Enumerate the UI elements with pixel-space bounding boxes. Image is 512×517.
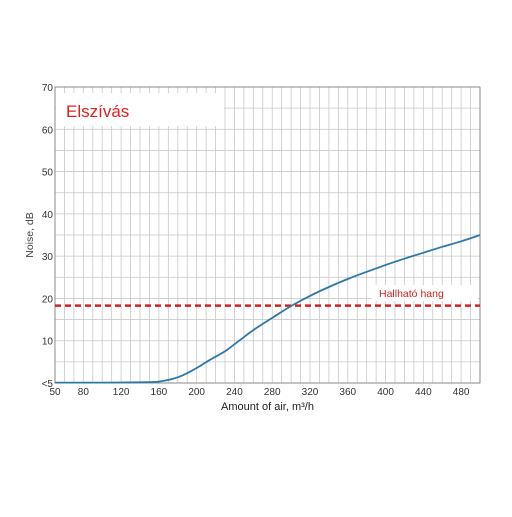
x-tick-label: 200 — [188, 387, 205, 398]
x-axis-label: Amount of air, m³/h — [221, 401, 314, 413]
reference-line-label: Hallható hang — [379, 288, 444, 300]
x-tick-label: 400 — [377, 387, 394, 398]
x-tick-label: 240 — [226, 387, 243, 398]
y-tick-label: 10 — [42, 337, 54, 348]
x-tick-label: 120 — [113, 387, 130, 398]
x-tick-label: 80 — [78, 387, 90, 398]
chart-title: Elszívás — [66, 102, 129, 121]
x-tick-label: 480 — [453, 387, 470, 398]
y-tick-label: <5 — [42, 379, 54, 390]
series-line — [55, 234, 481, 384]
y-tick-label: 60 — [42, 125, 54, 136]
x-tick-label: 360 — [339, 387, 356, 398]
x-tick-label: 160 — [151, 387, 168, 398]
title-background — [56, 93, 224, 126]
x-tick-label: 280 — [264, 387, 281, 398]
y-tick-labels: <5 10 20 30 40 50 60 70 — [42, 83, 54, 390]
x-tick-label: 50 — [49, 387, 61, 398]
x-tick-label: 320 — [302, 387, 319, 398]
grid — [55, 87, 480, 383]
series-group — [55, 234, 481, 384]
y-tick-label: 30 — [42, 252, 54, 263]
y-tick-label: 50 — [42, 168, 54, 179]
y-tick-label: 40 — [42, 210, 54, 221]
y-axis-label: Noise, dB — [24, 212, 36, 258]
y-tick-label: 70 — [42, 83, 54, 94]
x-tick-labels: 50 80 120 160 200 240 280 320 360 400 440 480 — [49, 387, 469, 398]
x-tick-label: 440 — [415, 387, 432, 398]
y-tick-label: 20 — [42, 294, 54, 305]
reference-label-background — [372, 285, 478, 301]
